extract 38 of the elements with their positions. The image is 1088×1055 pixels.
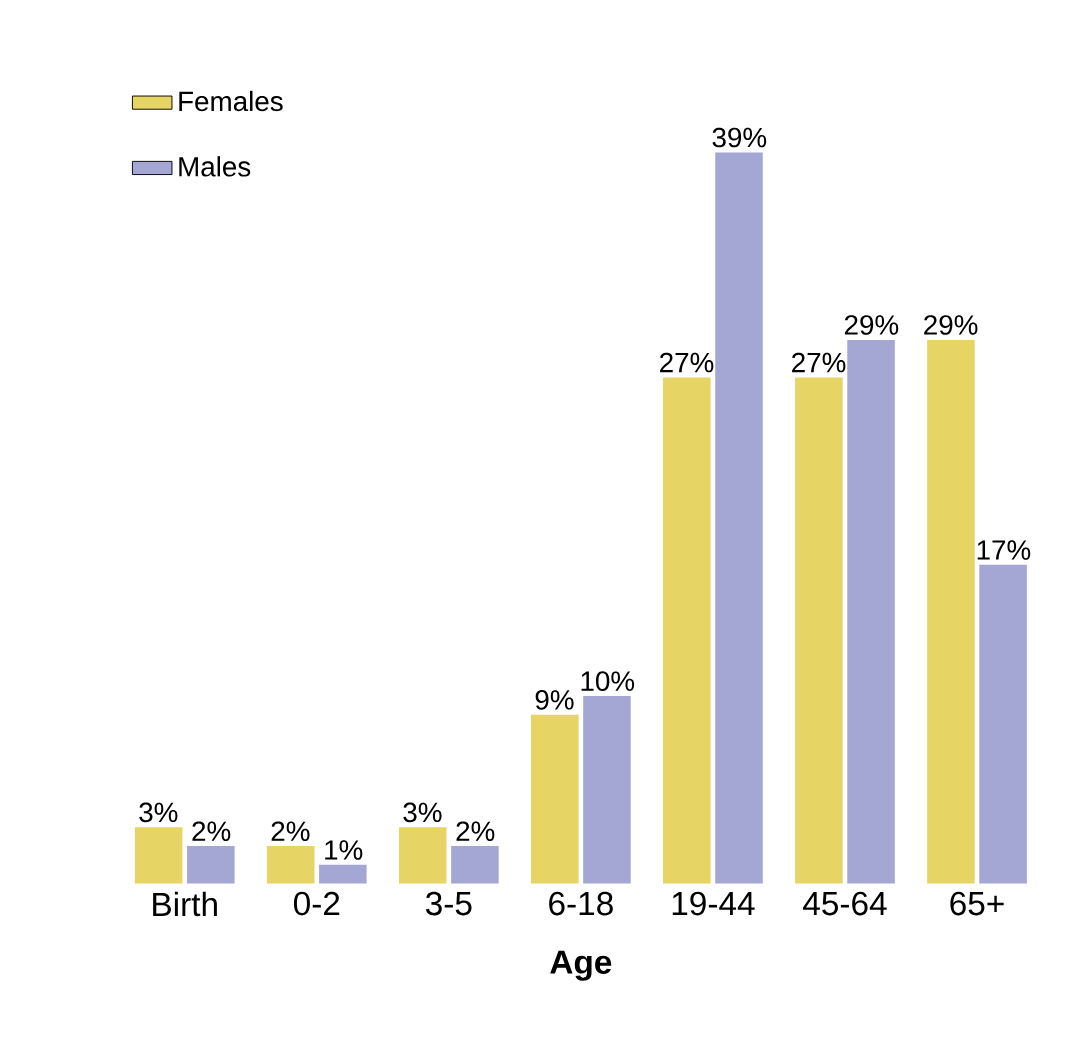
data-label: 17% bbox=[977, 540, 1031, 560]
bar bbox=[134, 827, 183, 884]
data-label: 2% bbox=[192, 821, 231, 841]
data-label: 3% bbox=[139, 802, 178, 823]
x-tick-label: 45-64 bbox=[803, 891, 887, 916]
data-label: 2% bbox=[271, 821, 310, 841]
data-label: 10% bbox=[581, 671, 635, 691]
data-label: 9% bbox=[535, 690, 574, 710]
x-tick-label: 6-18 bbox=[549, 891, 613, 916]
x-tick-label: 19-44 bbox=[672, 891, 755, 916]
data-label: 2% bbox=[456, 821, 495, 841]
bar bbox=[398, 827, 447, 884]
x-tick-label: 65+ bbox=[950, 891, 1004, 916]
x-axis-title: Age bbox=[550, 950, 612, 981]
data-label: 1% bbox=[325, 840, 363, 860]
bar bbox=[187, 846, 235, 884]
bar bbox=[583, 696, 631, 884]
bar bbox=[847, 339, 895, 884]
data-label: 27% bbox=[660, 352, 714, 373]
data-label: 27% bbox=[792, 352, 846, 373]
bar bbox=[531, 714, 579, 884]
bar bbox=[663, 377, 711, 884]
bar bbox=[319, 864, 367, 884]
data-label: 29% bbox=[844, 315, 899, 335]
bar bbox=[451, 846, 499, 884]
data-label: 3% bbox=[403, 802, 442, 823]
x-tick-label: Birth bbox=[153, 891, 217, 917]
bar bbox=[979, 564, 1027, 884]
x-tick-label: 0-2 bbox=[293, 891, 340, 916]
legend-label: Females bbox=[179, 90, 283, 112]
bar bbox=[715, 152, 763, 884]
legend-label: Males bbox=[179, 156, 251, 177]
bar bbox=[795, 377, 843, 884]
x-tick-label: 3-5 bbox=[425, 891, 472, 916]
bar bbox=[266, 846, 315, 884]
data-label: 29% bbox=[924, 315, 978, 335]
bar bbox=[927, 339, 975, 884]
data-label: 39% bbox=[712, 127, 767, 148]
